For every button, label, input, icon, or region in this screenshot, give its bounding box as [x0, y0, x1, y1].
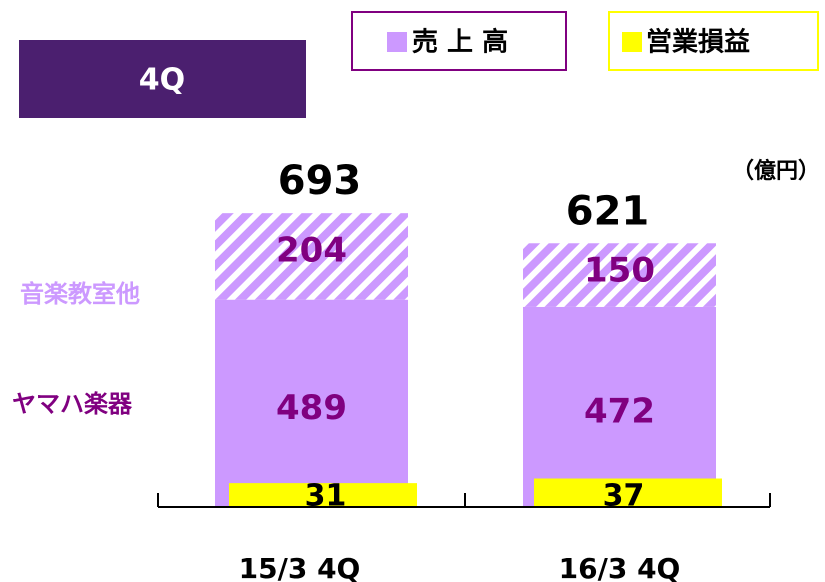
unit-label: （億円）	[732, 158, 820, 184]
profit-bar	[534, 478, 722, 507]
profit-label: 31	[305, 479, 347, 514]
value-label: 150	[584, 250, 655, 290]
title-box	[19, 40, 306, 118]
bar-segment	[523, 243, 716, 307]
total-label: 693	[278, 158, 362, 204]
series-label: 音楽教室他	[20, 280, 140, 308]
legend-swatch	[622, 32, 642, 52]
chart-title: 4Q	[139, 63, 185, 98]
x-tick-label: 16/3 4Q	[559, 552, 681, 582]
profit-bar	[229, 483, 417, 507]
legend-box	[608, 11, 819, 71]
total-label: 621	[566, 188, 650, 234]
legend-label: 営業損益	[646, 28, 750, 58]
legend-swatch	[387, 32, 407, 52]
value-label: 489	[276, 388, 347, 428]
profit-label: 37	[603, 479, 645, 514]
bar-segment	[215, 299, 408, 507]
x-tick-label: 15/3 4Q	[239, 552, 361, 582]
value-label: 472	[584, 391, 655, 431]
bar-segment	[523, 306, 716, 507]
series-label: ヤマハ楽器	[12, 390, 133, 418]
value-label: 204	[276, 231, 347, 271]
legend-label: 売 上 高	[412, 27, 508, 58]
bar-segment	[215, 213, 408, 300]
